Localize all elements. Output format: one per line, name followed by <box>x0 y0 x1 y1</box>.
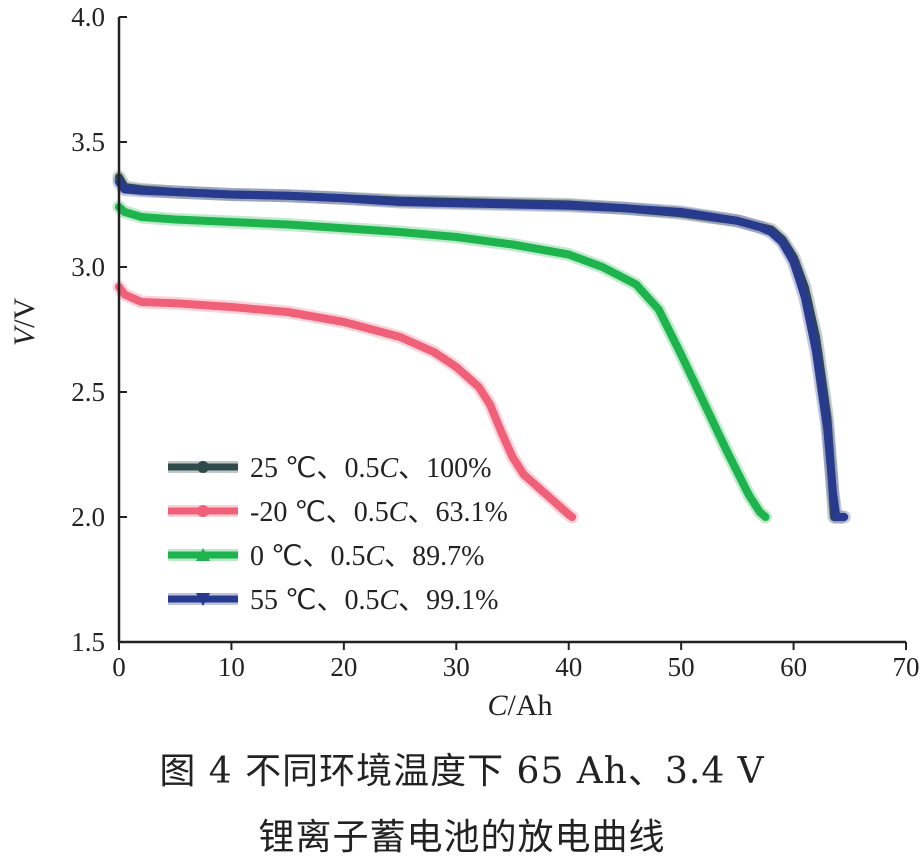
series-line-2 <box>115 203 770 521</box>
legend-entry: -20 ℃、0.5C、63.1% <box>168 497 508 528</box>
legend-label: 25 ℃、0.5C、100% <box>250 453 491 484</box>
figure-caption-line-1: 图 4 不同环境温度下 65 Ah、3.4 V <box>159 751 765 792</box>
legend-label: -20 ℃、0.5C、63.1% <box>250 497 508 528</box>
series-line-3 <box>115 178 849 521</box>
x-axis-label: C/Ah <box>487 689 552 722</box>
legend-marker-triangle-down <box>196 593 210 606</box>
tick-layer: 0 10 20 30 40 50 60 70 1.5 2.0 2.5 3.0 3.5 4.0 <box>71 2 919 682</box>
figure-caption-line-2: 锂离子蓄电池的放电曲线 <box>258 817 666 858</box>
curve-layer <box>112 170 851 524</box>
y-tick-label: 4.0 <box>71 2 105 32</box>
x-tick-label: 20 <box>330 652 357 682</box>
y-axis-label: V/V <box>8 298 41 347</box>
x-tick-label: 0 <box>112 652 126 682</box>
legend-label: 55 ℃、0.5C、99.1% <box>250 585 498 616</box>
series-line-1 <box>115 283 577 521</box>
x-tick-label: 50 <box>668 652 695 682</box>
y-tick-label: 2.0 <box>71 502 105 532</box>
y-tick-label: 3.0 <box>71 252 105 282</box>
x-tick-label: 40 <box>555 652 582 682</box>
x-tick-label: 70 <box>893 652 920 682</box>
y-tick-label: 1.5 <box>71 627 105 657</box>
legend: 25 ℃、0.5C、100% -20 ℃、0.5C、63.1% 0 ℃、0.5C、8… <box>168 453 508 616</box>
legend-label: 0 ℃、0.5C、89.7% <box>250 541 484 572</box>
legend-entry: 0 ℃、0.5C、89.7% <box>168 541 484 572</box>
discharge-chart: 0 10 20 30 40 50 60 70 1.5 2.0 2.5 3.0 3.5 4.0 25 ℃、0… <box>8 2 920 722</box>
legend-marker-triangle-up <box>196 548 210 561</box>
legend-entry: 25 ℃、0.5C、100% <box>168 453 491 484</box>
legend-marker-circle <box>197 461 209 473</box>
axes <box>117 17 906 644</box>
y-tick-label: 2.5 <box>71 377 105 407</box>
x-tick-label: 60 <box>780 652 807 682</box>
x-tick-label: 10 <box>218 652 245 682</box>
x-tick-label: 30 <box>443 652 470 682</box>
legend-marker-circle <box>197 505 209 517</box>
y-tick-label: 3.5 <box>71 127 105 157</box>
legend-entry: 55 ℃、0.5C、99.1% <box>168 585 498 616</box>
